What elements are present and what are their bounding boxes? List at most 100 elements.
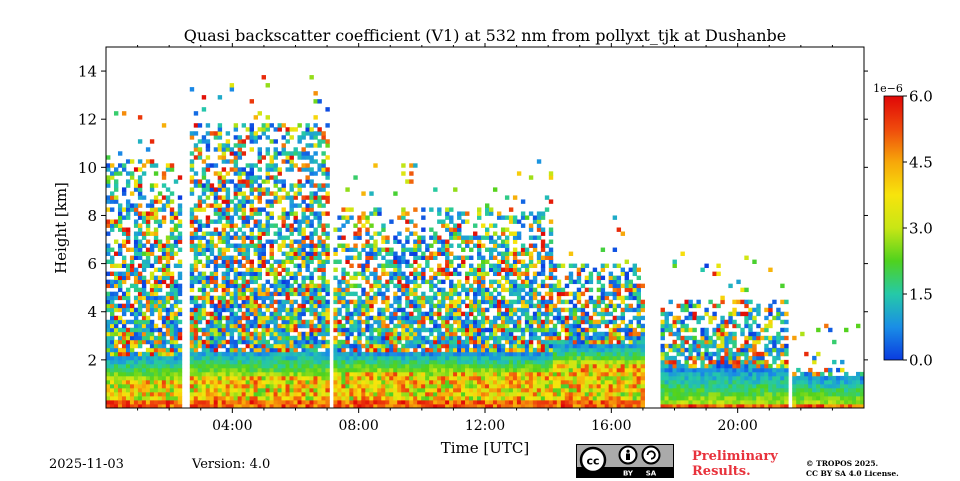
heatmap-cell: [301, 319, 306, 325]
heatmap-cell: [528, 259, 534, 264]
heatmap-cell: [189, 339, 195, 345]
heatmap-cell: [261, 383, 266, 389]
heatmap-cell: [441, 219, 446, 224]
heatmap-cell: [129, 399, 135, 405]
heatmap-cell: [273, 367, 278, 373]
heatmap-cell: [106, 391, 111, 397]
heatmap-cell: [453, 383, 458, 389]
heatmap-cell: [389, 327, 394, 333]
heatmap-cell: [393, 395, 398, 401]
heatmap-cell: [109, 171, 115, 176]
heatmap-cell: [133, 219, 139, 224]
heatmap-cell: [325, 371, 330, 377]
heatmap-cell: [121, 403, 127, 409]
heatmap-cell: [345, 403, 350, 409]
heatmap-cell: [528, 315, 534, 321]
heatmap-cell: [385, 391, 390, 397]
heatmap-cell: [245, 295, 251, 301]
heatmap-cell: [425, 315, 430, 321]
heatmap-cell: [469, 319, 474, 325]
heatmap-cell: [532, 367, 538, 373]
heatmap-cell: [221, 199, 227, 204]
heatmap-cell: [556, 391, 562, 397]
heatmap-cell: [313, 295, 318, 301]
heatmap-cell: [401, 335, 406, 341]
heatmap-cell: [321, 359, 326, 365]
heatmap-cell: [465, 339, 470, 345]
heatmap-cell: [568, 263, 574, 269]
heatmap-cell: [285, 291, 290, 297]
heatmap-cell: [133, 363, 139, 369]
heatmap-cell: [269, 163, 274, 168]
heatmap-cell: [313, 299, 318, 305]
heatmap-cell: [165, 187, 171, 192]
heatmap-cell: [305, 391, 310, 397]
heatmap-cell: [213, 279, 219, 285]
heatmap-cell: [193, 387, 199, 393]
heatmap-cell: [349, 347, 354, 353]
heatmap-cell: [441, 251, 446, 256]
heatmap-cell: [373, 387, 378, 393]
heatmap-cell: [532, 399, 538, 405]
heatmap-cell: [520, 271, 526, 277]
heatmap-cell: [297, 167, 302, 172]
heatmap-cell: [249, 307, 255, 313]
heatmap-cell: [584, 363, 590, 369]
heatmap-cell: [457, 343, 462, 349]
heatmap-cell: [273, 199, 278, 204]
heatmap-cell: [540, 347, 546, 353]
heatmap-cell: [201, 331, 207, 337]
heatmap-cell: [349, 371, 354, 377]
heatmap-cell: [233, 267, 239, 273]
heatmap-cell: [117, 283, 123, 289]
heatmap-cell: [141, 267, 147, 273]
heatmap-cell: [437, 395, 442, 401]
heatmap-cell: [221, 387, 227, 393]
heatmap-cell: [297, 283, 302, 289]
heatmap-cell: [449, 299, 454, 305]
heatmap-cell: [413, 307, 418, 313]
heatmap-cell: [564, 383, 570, 389]
heatmap-cell: [177, 395, 183, 401]
heatmap-cell: [117, 219, 123, 224]
heatmap-cell: [461, 311, 466, 317]
heatmap-cell: [257, 207, 262, 212]
heatmap-cell: [500, 231, 506, 236]
heatmap-cell: [325, 359, 330, 365]
heatmap-cell: [441, 291, 446, 297]
heatmap-cell: [165, 355, 171, 361]
heatmap-cell: [189, 179, 195, 184]
heatmap-cell: [433, 383, 438, 389]
heatmap-cell: [217, 127, 223, 132]
heatmap-cell: [305, 295, 310, 301]
heatmap-cell: [273, 343, 278, 349]
heatmap-cell: [580, 383, 586, 389]
heatmap-cell: [461, 259, 466, 264]
heatmap-cell: [285, 195, 290, 200]
heatmap-cell: [552, 303, 558, 309]
heatmap-cell: [369, 255, 374, 260]
heatmap-cell: [401, 163, 406, 168]
heatmap-cell: [544, 399, 550, 405]
heatmap-cell: [353, 311, 358, 317]
heatmap-cell: [520, 403, 526, 409]
heatmap-cell: [488, 223, 494, 228]
heatmap-cell: [345, 287, 350, 293]
heatmap-cell: [217, 175, 223, 180]
heatmap-cell: [237, 207, 243, 212]
heatmap-cell: [241, 139, 247, 144]
heatmap-cell: [249, 211, 255, 216]
heatmap-cell: [381, 339, 386, 345]
heatmap-cell: [560, 359, 566, 365]
heatmap-cell: [536, 215, 542, 220]
heatmap-cell: [445, 343, 450, 349]
heatmap-cell: [117, 307, 123, 313]
heatmap-cell: [141, 399, 147, 405]
heatmap-cell: [417, 243, 422, 248]
heatmap-cell: [277, 215, 282, 220]
heatmap-cell: [249, 335, 255, 341]
heatmap-cell: [109, 263, 115, 269]
heatmap-cell: [253, 331, 258, 337]
heatmap-cell: [544, 311, 550, 317]
heatmap-cell: [481, 283, 486, 289]
